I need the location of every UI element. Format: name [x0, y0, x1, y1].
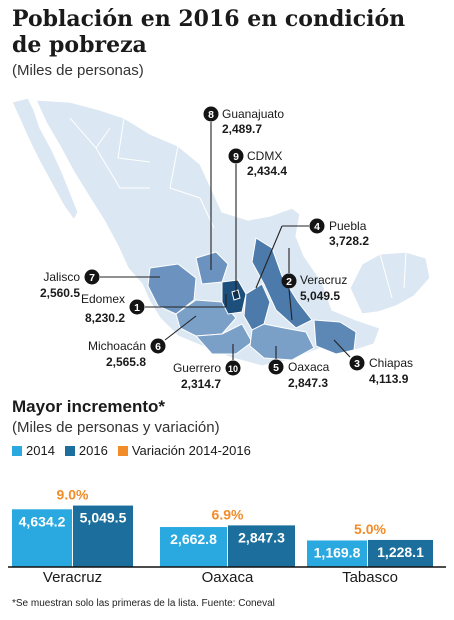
bar-legend: 2014 2016 Variación 2014-2016 — [12, 443, 261, 458]
state-name-8: Guanajuato — [222, 107, 284, 121]
map-state-guanajuato — [195, 251, 229, 285]
rank-badge-3 — [349, 355, 365, 371]
legend-swatch-variation — [117, 445, 128, 456]
variation-label-oaxaca: 6.9% — [212, 506, 244, 522]
bar-label-veracruz-2016: 5,049.5 — [80, 510, 127, 526]
bar-section-subtitle: (Miles de personas y variación) — [12, 419, 220, 436]
rank-badge-9 — [228, 148, 244, 164]
footnote: *Se muestran solo las primeras de la lis… — [12, 598, 275, 609]
bar-tabasco-2014 — [307, 540, 367, 567]
state-name-10: Guerrero — [173, 361, 221, 375]
bar-label-oaxaca-2016: 2,847.3 — [238, 529, 285, 545]
category-label-oaxaca: Oaxaca — [202, 569, 254, 586]
bar-oaxaca-2016 — [228, 525, 295, 567]
chart-title: Población en 2016 en condición de pobrez… — [12, 6, 406, 58]
state-value-10: 2,314.7 — [181, 377, 221, 391]
callout-line-3-0 — [333, 339, 351, 358]
legend-item-2016: 2016 — [64, 443, 108, 458]
state-value-5: 2,847.3 — [288, 376, 328, 390]
state-value-8: 2,489.7 — [222, 122, 262, 136]
bar-veracruz-2014 — [12, 509, 72, 567]
rank-badge-1 — [129, 299, 145, 315]
map-base-region-0 — [11, 97, 79, 222]
rank-number-4: 4 — [314, 221, 320, 233]
bar-label-veracruz-2014: 4,634.2 — [19, 513, 66, 529]
bar-tabasco-2016 — [368, 539, 433, 567]
rank-number-1: 1 — [134, 302, 140, 314]
map-base-region-2 — [349, 251, 431, 315]
legend-label-2016: 2016 — [78, 443, 108, 458]
callout-line-6-0 — [164, 315, 197, 341]
state-value-2: 5,049.5 — [300, 289, 340, 303]
state-value-3: 4,113.9 — [369, 372, 409, 386]
rank-badge-6 — [150, 338, 166, 354]
legend-item-variation: Variación 2014-2016 — [117, 443, 251, 458]
rank-number-3: 3 — [354, 358, 360, 370]
state-value-6: 2,565.8 — [106, 355, 146, 369]
map-border-2 — [169, 145, 201, 199]
state-name-4: Puebla — [329, 219, 367, 233]
mexico-poverty-map: 1 Edomex 8,230.2 2 Veracruz 5,049.5 3 Chiapas 4,… — [11, 97, 431, 391]
state-value-7: 2,560.5 — [40, 286, 80, 300]
legend-label-2014: 2014 — [26, 443, 55, 458]
rank-number-7: 7 — [89, 272, 95, 284]
rank-number-6: 6 — [155, 341, 161, 353]
increase-bar-chart: 4,634.2 5,049.5 9.0% Veracruz 2,662.8 2,847.3… — [8, 487, 446, 586]
callout-line-2-1 — [288, 288, 293, 321]
bar-label-tabasco-2014: 1,169.8 — [314, 544, 361, 560]
legend-swatch-2016 — [64, 445, 75, 456]
variation-label-veracruz: 9.0% — [57, 487, 89, 503]
state-name-3: Chiapas — [369, 356, 413, 370]
map-border-3 — [95, 147, 150, 189]
state-name-1: Edomex — [81, 292, 125, 306]
map-state-oaxaca — [249, 323, 315, 361]
rank-number-10: 10 — [228, 364, 238, 374]
state-name-5: Oaxaca — [288, 360, 330, 374]
bar-section-title: Mayor incremento* — [12, 397, 166, 416]
rank-badge-5 — [268, 359, 284, 375]
bar-label-tabasco-2016: 1,228.1 — [377, 544, 424, 560]
rank-badge-10 — [225, 360, 241, 376]
rank-number-9: 9 — [233, 151, 239, 163]
state-value-4: 3,728.2 — [329, 234, 369, 248]
state-name-2: Veracruz — [300, 273, 347, 287]
rank-number-2: 2 — [286, 276, 292, 288]
map-state-chiapas — [313, 319, 357, 355]
rank-badge-2 — [281, 273, 297, 289]
map-callouts: 1 Edomex 8,230.2 2 Veracruz 5,049.5 3 Chiapas 4,… — [40, 106, 413, 391]
state-name-9: CDMX — [247, 149, 282, 163]
map-border-4 — [199, 197, 215, 229]
state-name-6: Michoacán — [88, 339, 146, 353]
rank-badge-7 — [84, 269, 100, 285]
legend-swatch-2014 — [12, 445, 22, 456]
rank-number-8: 8 — [208, 109, 214, 121]
bar-oaxaca-2014 — [160, 527, 227, 567]
bar-veracruz-2016 — [73, 505, 133, 567]
bar-label-oaxaca-2014: 2,662.8 — [170, 531, 217, 547]
map-border-1 — [117, 117, 151, 163]
map-state-michoacan — [175, 299, 237, 337]
category-label-tabasco: Tabasco — [342, 569, 398, 586]
map-border-6 — [403, 251, 407, 289]
callout-line-4-1 — [255, 225, 283, 289]
rank-badge-4 — [309, 218, 325, 234]
rank-badge-8 — [203, 106, 219, 122]
legend-label-variation: Variación 2014-2016 — [131, 443, 251, 458]
state-value-1: 8,230.2 — [85, 311, 125, 325]
state-name-7: Jalisco — [43, 270, 80, 284]
map-border-5 — [379, 253, 393, 299]
chart-subtitle: (Miles de personas) — [12, 62, 144, 79]
variation-label-tabasco: 5.0% — [354, 521, 386, 537]
rank-number-5: 5 — [273, 362, 279, 374]
category-label-veracruz: Veracruz — [43, 569, 102, 586]
legend-item-2014: 2014 — [12, 443, 55, 458]
state-value-9: 2,434.4 — [247, 164, 287, 178]
